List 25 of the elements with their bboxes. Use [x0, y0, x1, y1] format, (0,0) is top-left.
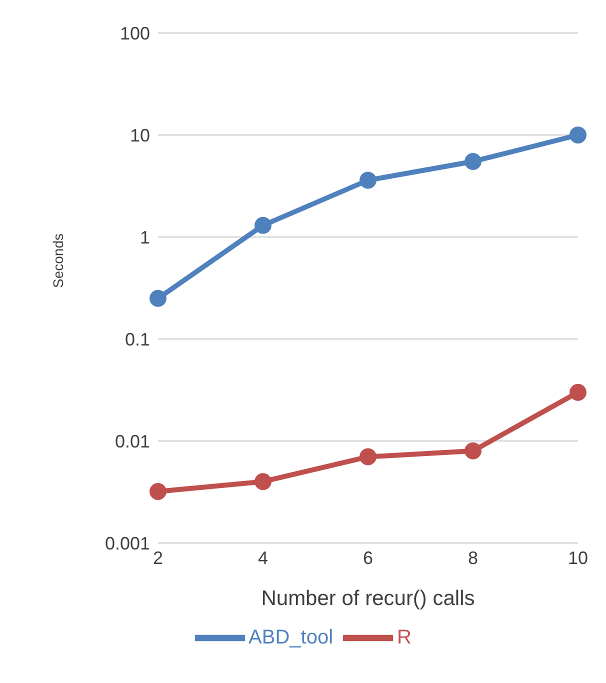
point — [360, 172, 376, 189]
point — [150, 290, 166, 307]
y-axis-title: Seconds — [50, 234, 66, 288]
y-tick-label: 0.001 — [104, 533, 150, 554]
x-tick-label: 8 — [468, 548, 478, 568]
point — [464, 152, 482, 170]
y-tick-label: 1 — [140, 227, 150, 248]
point — [150, 482, 166, 500]
point — [254, 473, 272, 490]
x-tick-label: 4 — [258, 548, 268, 568]
y-tick-label: 0.1 — [124, 329, 150, 350]
point — [570, 126, 586, 144]
x-tick-label: 10 — [568, 548, 588, 568]
point — [570, 384, 586, 401]
point — [360, 448, 376, 466]
y-tick-label: 100 — [120, 23, 150, 44]
x-tick-label: 6 — [362, 548, 374, 568]
point — [254, 216, 272, 234]
x-tick-label: 2 — [152, 548, 164, 568]
y-tick-label: 0.01 — [114, 431, 150, 452]
legend-label: ABD_tool — [248, 626, 334, 648]
x-axis-title: Number of recur() calls — [261, 587, 475, 610]
legend-label: R — [397, 626, 412, 648]
point — [464, 442, 482, 460]
y-tick-label: 10 — [130, 125, 150, 146]
